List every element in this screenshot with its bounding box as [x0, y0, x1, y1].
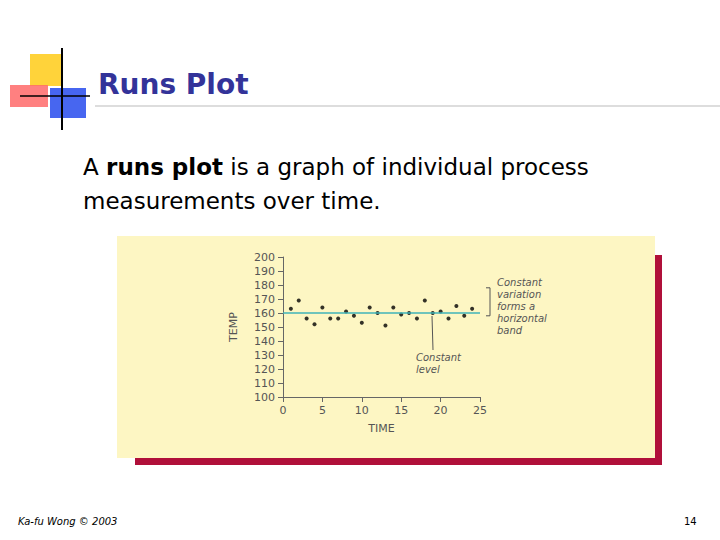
- svg-text:10: 10: [355, 404, 369, 417]
- svg-text:Constant: Constant: [497, 277, 543, 288]
- svg-text:20: 20: [434, 404, 448, 417]
- html-text:A runs plot is a graph of indi: A runs plot is a graph of individual pro…: [83, 154, 589, 214]
- svg-text:160: 160: [254, 307, 275, 320]
- svg-text:130: 130: [254, 349, 275, 362]
- svg-text:110: 110: [254, 377, 275, 390]
- svg-text:level: level: [416, 364, 440, 375]
- html-text:Runs Plot: Runs Plot: [98, 68, 249, 101]
- svg-text:band: band: [497, 325, 523, 336]
- html-text:Ka-fu Wong © 2003: Ka-fu Wong © 2003: [18, 516, 118, 527]
- svg-text:190: 190: [254, 265, 275, 278]
- svg-text:variation: variation: [497, 289, 541, 300]
- svg-text:150: 150: [254, 321, 275, 334]
- html-text:14: 14: [684, 516, 697, 527]
- svg-text:120: 120: [254, 363, 275, 376]
- svg-text:140: 140: [254, 335, 275, 348]
- svg-text:TIME: TIME: [367, 422, 394, 435]
- svg-text:forms a: forms a: [497, 301, 535, 312]
- svg-text:horizontal: horizontal: [497, 313, 547, 324]
- svg-text:25: 25: [473, 404, 487, 417]
- svg-text:0: 0: [280, 404, 287, 417]
- svg-text:15: 15: [394, 404, 408, 417]
- svg-text:200: 200: [254, 251, 275, 264]
- svg-text:170: 170: [254, 293, 275, 306]
- svg-text:Constant: Constant: [416, 352, 462, 363]
- svg-text:5: 5: [319, 404, 326, 417]
- svg-text:TEMP: TEMP: [227, 312, 240, 343]
- svg-text:100: 100: [254, 391, 275, 404]
- svg-text:180: 180: [254, 279, 275, 292]
